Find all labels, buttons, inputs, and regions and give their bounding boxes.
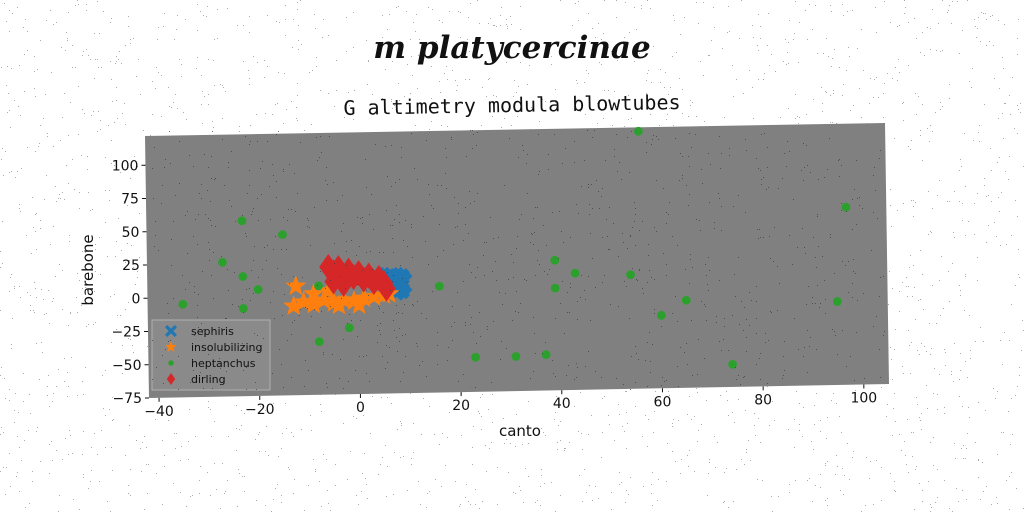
point-dirling-6: [349, 260, 368, 287]
legend-label-heptanchus: heptanchus: [191, 357, 256, 370]
point-heptanchus-16: [570, 268, 580, 278]
x-tick-label: 40: [553, 396, 571, 412]
point-heptanchus-15: [550, 283, 560, 293]
point-insolubilizing-0: [285, 275, 307, 296]
x-tick-label: 80: [754, 392, 772, 408]
legend-label-dirling: dirling: [191, 373, 226, 386]
point-heptanchus-23: [841, 202, 851, 212]
point-dirling-14: [334, 271, 353, 298]
y-tick-label: 0: [132, 291, 141, 307]
x-tick-label: 0: [356, 400, 365, 416]
point-insolubilizing-1: [283, 295, 305, 316]
point-heptanchus-21: [728, 360, 738, 369]
point-insolubilizing-6: [333, 289, 355, 309]
y-axis-ticks: −75 −50 −25 0 25 50 75 100: [111, 158, 149, 407]
legend-marker-sephiris: [165, 325, 177, 337]
point-heptanchus-3: [238, 272, 248, 281]
point-insolubilizing-8: [353, 287, 375, 308]
y-tick-label: −75: [112, 391, 142, 407]
plot-area: [145, 123, 889, 398]
point-insolubilizing-9: [363, 285, 385, 306]
point-heptanchus-6: [278, 230, 287, 240]
x-tick-label: −40: [144, 404, 174, 420]
y-tick-label: 75: [121, 192, 139, 208]
point-dirling-8: [359, 262, 378, 289]
y-tick-label: 100: [112, 158, 139, 174]
y-tick-label: −50: [112, 358, 142, 374]
point-insolubilizing-7: [343, 290, 365, 310]
point-insolubilizing-11: [318, 279, 340, 300]
point-heptanchus-8: [314, 337, 324, 347]
point-insolubilizing-13: [328, 294, 350, 315]
point-heptanchus-7: [314, 281, 323, 291]
point-dirling-13: [324, 268, 343, 295]
figure-suptitle: m platycercinae: [373, 30, 651, 66]
point-heptanchus-18: [633, 126, 643, 136]
point-heptanchus-14: [550, 255, 560, 265]
point-dirling-12: [377, 275, 396, 302]
y-tick-label: −25: [111, 325, 141, 341]
legend-marker-dirling: [166, 373, 176, 385]
y-tick-label: 25: [122, 258, 140, 274]
point-insolubilizing-3: [303, 293, 325, 314]
x-tick-label: −20: [245, 402, 275, 418]
point-insolubilizing-12: [303, 282, 324, 303]
y-axis-label: barebone: [79, 234, 97, 305]
point-insolubilizing-2: [293, 291, 315, 311]
legend-marker-insolubilizing: [165, 341, 177, 352]
x-axis-label: canto: [499, 422, 541, 440]
point-heptanchus-20: [681, 295, 691, 305]
legend-label-insolubilizing: insolubilizing: [191, 341, 262, 354]
legend-label-sephiris: sephiris: [191, 325, 234, 338]
point-heptanchus-12: [511, 352, 521, 361]
legend-marker-heptanchus: [168, 360, 174, 366]
x-tick-label: 60: [654, 394, 672, 410]
x-tick-label: 100: [850, 390, 877, 406]
point-heptanchus-17: [626, 270, 635, 280]
point-heptanchus-13: [541, 350, 551, 360]
point-heptanchus-9: [344, 323, 354, 333]
point-insolubilizing-14: [348, 294, 370, 314]
data-points: [178, 126, 851, 369]
point-heptanchus-4: [238, 304, 248, 313]
point-heptanchus-11: [471, 352, 481, 362]
point-heptanchus-22: [832, 297, 842, 306]
point-heptanchus-5: [253, 285, 263, 294]
point-heptanchus-19: [656, 310, 666, 320]
point-heptanchus-1: [218, 257, 227, 267]
point-heptanchus-2: [237, 216, 247, 226]
point-heptanchus-0: [178, 299, 188, 309]
y-tick-label: 50: [122, 225, 140, 241]
x-axis-ticks: −40 −20 0 20 40 60 80 100: [144, 384, 877, 420]
x-tick-label: 20: [452, 398, 470, 414]
legend: sephiris insolubilizing heptanchus dirling: [151, 319, 271, 391]
point-insolubilizing-4: [313, 289, 335, 310]
point-heptanchus-10: [434, 281, 444, 291]
